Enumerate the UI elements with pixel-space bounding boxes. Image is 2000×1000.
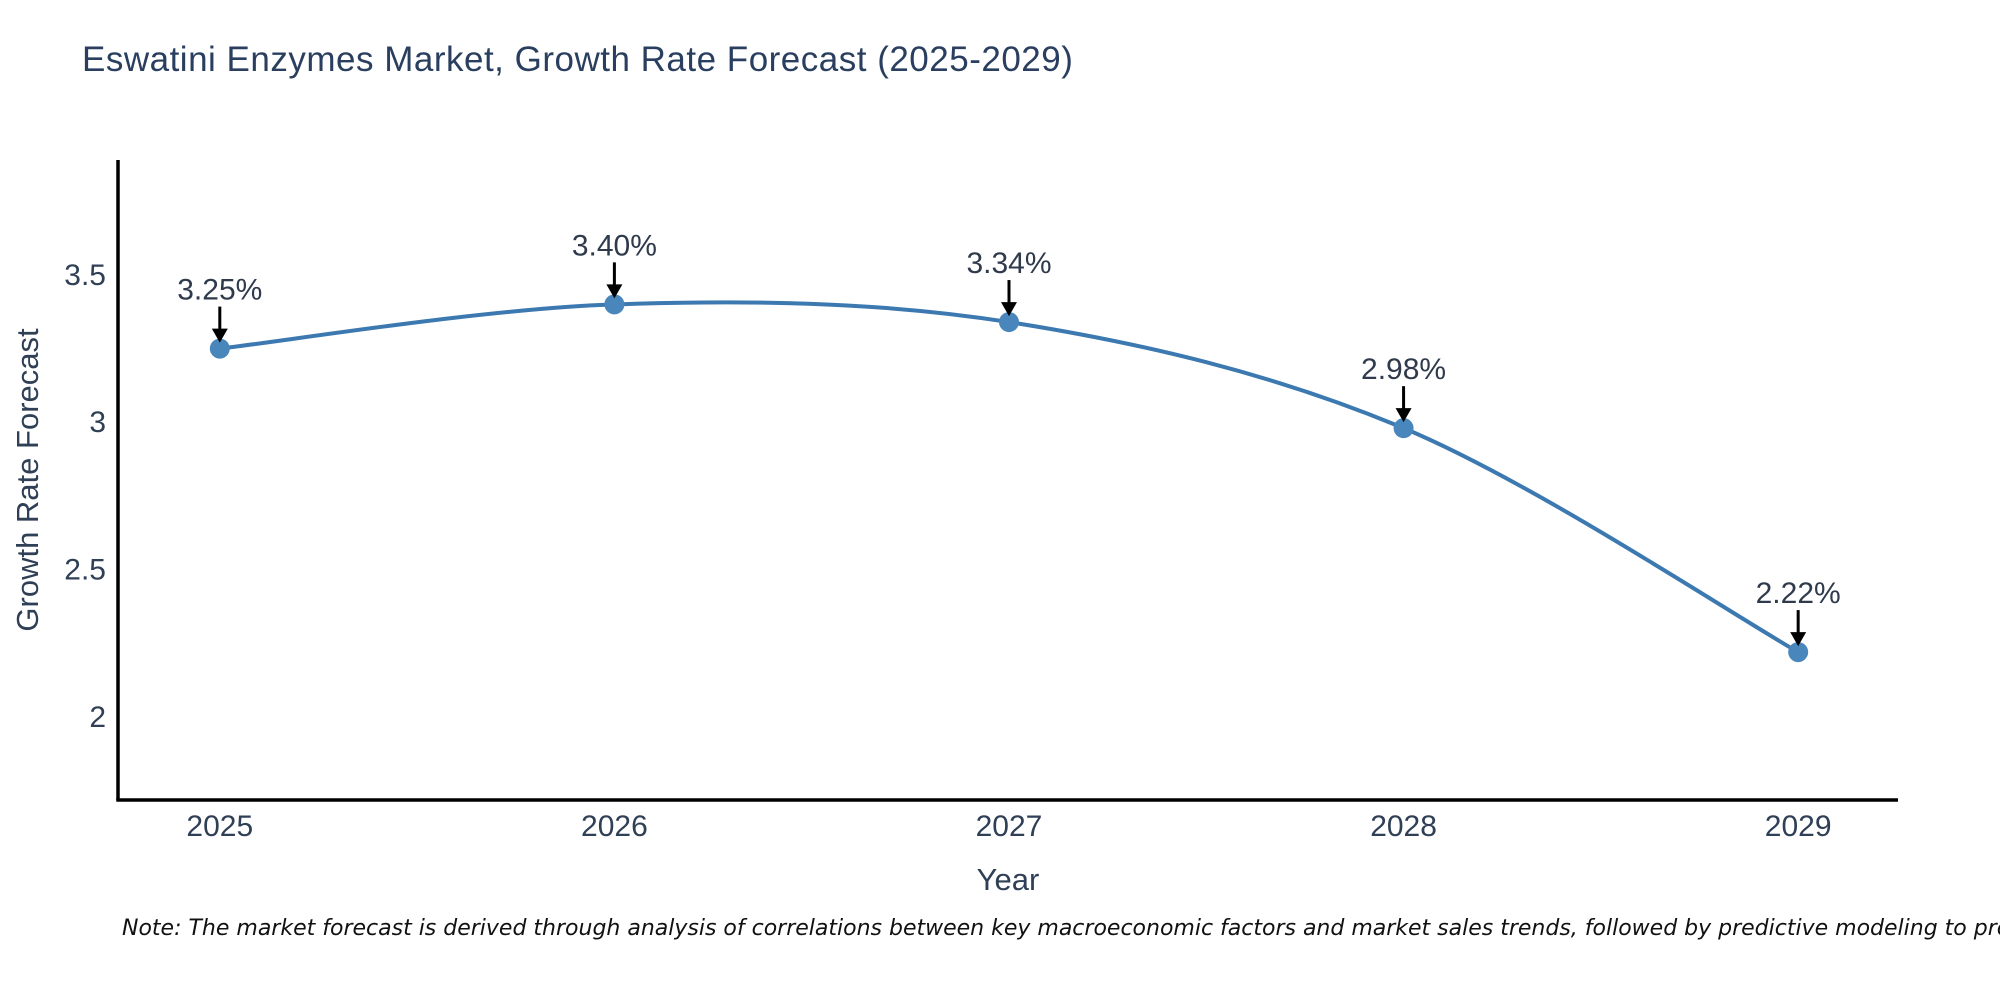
data-point-label: 2.22% — [1756, 577, 1841, 610]
x-axis-title: Year — [977, 862, 1040, 897]
x-tick-label: 2027 — [976, 810, 1043, 843]
x-tick-label: 2026 — [581, 810, 648, 843]
forecast-line — [217, 300, 1801, 655]
x-tick-label: 2029 — [1765, 810, 1832, 843]
y-tick-label: 3 — [89, 406, 106, 439]
data-point-label: 3.34% — [966, 247, 1051, 280]
data-point-marker[interactable] — [604, 294, 625, 315]
x-tick-label: 2028 — [1370, 810, 1437, 843]
y-tick-label: 2 — [89, 701, 106, 734]
y-tick-label: 3.5 — [64, 259, 106, 292]
annotation-arrowhead — [211, 328, 228, 343]
y-tick-label: 2.5 — [64, 554, 106, 587]
y-axis-title: Growth Rate Forecast — [10, 328, 45, 632]
data-point-marker[interactable] — [209, 338, 230, 359]
x-tick-label: 2025 — [186, 810, 253, 843]
data-point-marker[interactable] — [1788, 642, 1809, 663]
annotation-arrowhead — [1000, 302, 1017, 317]
data-point-marker[interactable] — [998, 312, 1019, 333]
annotation-arrowhead — [1395, 408, 1412, 423]
data-point-label: 3.25% — [177, 274, 262, 307]
data-point-label: 3.40% — [572, 229, 657, 262]
annotation-arrowhead — [1790, 632, 1807, 647]
footnote: Note: The market forecast is derived thr… — [122, 916, 2000, 941]
data-point-label: 2.98% — [1361, 353, 1446, 386]
annotation-arrowhead — [606, 284, 623, 299]
data-point-marker[interactable] — [1393, 418, 1414, 439]
chart-title: Eswatini Enzymes Market, Growth Rate For… — [82, 40, 1074, 79]
